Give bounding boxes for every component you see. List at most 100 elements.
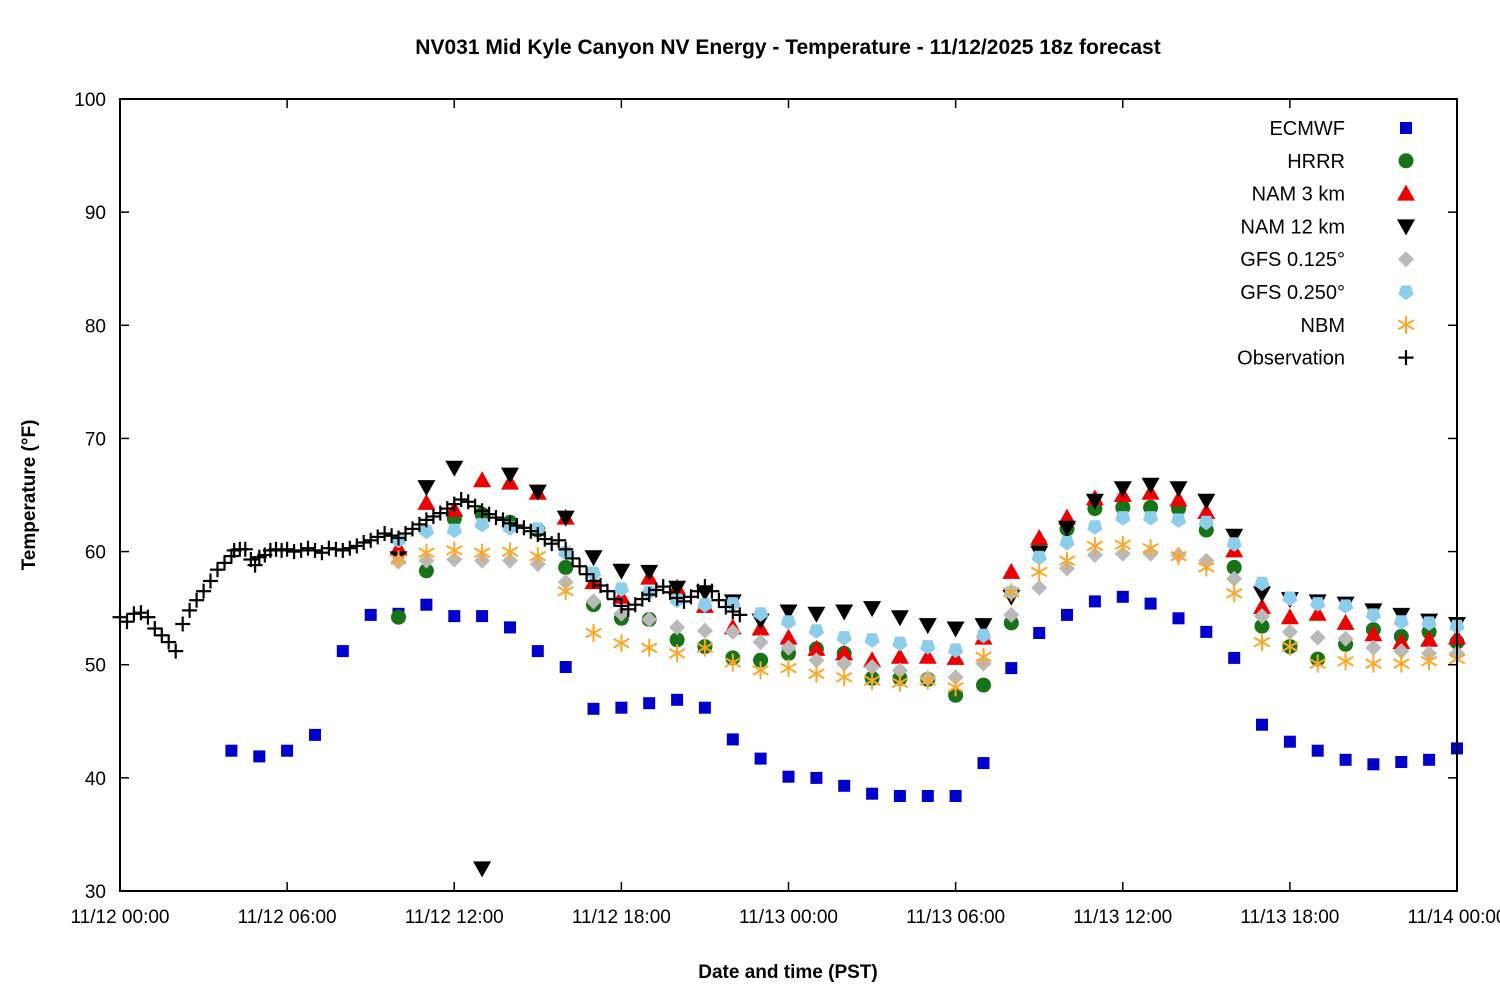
data-point-observation [572,558,588,574]
legend-label: NBM [1301,315,1345,337]
legend-label: ECMWF [1269,118,1345,140]
data-point-ecmwf [476,610,489,623]
data-point-gfs-0-125 [947,669,964,686]
data-point-ecmwf [977,757,990,770]
data-point-ecmwf [1339,753,1352,766]
data-point-nbm [947,678,964,697]
data-point-ecmwf [698,701,711,714]
data-point-gfs-0-125 [836,655,853,672]
data-point-nbm [1198,558,1215,577]
data-point-ecmwf [1088,595,1101,608]
data-point-gfs-0-250 [864,633,880,648]
x-tick-label: 11/13 06:00 [906,907,1005,928]
data-point-nbm [724,653,742,672]
data-point-nam-12-km [417,480,436,497]
data-point-observation [384,528,400,544]
data-point-observation [300,540,316,556]
data-point-observation [279,541,295,557]
pentagon-legend-icon [1398,285,1414,300]
data-point-gfs-0-250 [1393,615,1409,630]
data-point-gfs-0-250 [1282,591,1298,606]
data-point-observation [154,627,170,643]
data-point-observation [599,583,615,599]
data-point-nam-3-km [918,647,937,664]
data-point-observation [196,583,212,599]
data-point-observation [247,557,263,573]
data-point-nam-12-km [528,484,547,501]
data-point-observation [453,492,469,507]
data-point-gfs-0-250 [697,598,713,613]
data-point-ecmwf [253,750,266,763]
data-point-nam-12-km [779,604,798,621]
data-point-ecmwf [921,790,934,802]
data-point-gfs-0-125 [752,634,769,651]
data-point-gfs-0-250 [920,640,936,655]
data-point-observation [558,541,574,557]
data-point-nbm [418,543,435,562]
series-observation [112,492,748,659]
data-point-ecmwf [782,770,795,783]
data-point-gfs-0-125 [669,619,686,636]
data-point-ecmwf [1172,612,1185,625]
series-gfs-0-125 [390,545,1465,687]
data-point-nbm [446,541,463,560]
legend-item-ecmwf: ECMWF [1269,118,1412,140]
data-point-nam-3-km [1336,613,1355,630]
legend-label: NAM 12 km [1241,216,1345,238]
triangle-down-legend-icon [1397,219,1415,236]
data-point-nbm [390,550,407,569]
axis-ticks: 11/12 00:00 11/12 06:00 11/12 12:00 11/12 1… [71,90,1500,928]
data-point-observation [370,529,386,545]
data-point-nbm [975,647,992,666]
legend-label: GFS 0.125° [1240,249,1345,271]
data-point-ecmwf [1395,756,1408,768]
plot-frame [119,98,1458,892]
data-point-ecmwf [364,608,377,621]
x-axis-label: Date and time (PST) [698,962,878,983]
legend: ECMWF HRRR NAM 3 km NAM 12 km GFS 0.125° GFS … [1237,118,1415,370]
y-tick-label: 90 [85,203,106,224]
data-point-gfs-0-250 [1170,513,1187,528]
x-tick-label: 11/12 00:00 [71,907,170,928]
data-point-gfs-0-250 [418,524,434,540]
data-point-ecmwf [671,693,684,706]
circle-legend-icon [1398,153,1414,169]
data-point-ecmwf [1116,590,1129,603]
data-point-nam-3-km [1058,508,1076,525]
y-tick-label: 80 [85,316,106,337]
data-point-gfs-0-125 [1254,608,1270,625]
data-point-observation [328,541,344,557]
y-tick-label: 30 [85,882,106,903]
data-point-gfs-0-250 [1338,599,1354,614]
y-tick-label: 50 [85,656,106,677]
legend-item-nbm: NBM [1301,315,1415,337]
data-point-hrrr [976,677,991,693]
data-point-observation [140,609,156,625]
data-point-observation [147,621,163,636]
data-point-nam-3-km [779,628,798,645]
data-point-observation [363,532,379,548]
x-tick-label: 11/13 12:00 [1073,907,1172,928]
data-point-nam-3-km [1002,562,1021,579]
data-point-gfs-0-250 [1226,537,1242,552]
data-point-nam-12-km [473,861,492,878]
data-point-gfs-0-250 [975,628,992,644]
data-point-observation [565,550,581,566]
data-point-observation [210,562,225,578]
data-point-nam-12-km [807,606,826,623]
data-point-gfs-0-250 [446,523,462,539]
legend-item-nam-3-km: NAM 3 km [1252,184,1415,206]
chart-title: NV031 Mid Kyle Canyon NV Energy - Temper… [415,36,1161,59]
legend-label: GFS 0.250° [1240,282,1345,304]
data-point-nam-12-km [612,563,631,580]
data-point-nam-12-km [640,564,659,581]
data-point-nbm [1058,551,1076,570]
data-point-gfs-0-125 [891,662,908,679]
legend-item-gfs-0-250: GFS 0.250° [1240,282,1414,304]
data-point-gfs-0-250 [753,607,769,622]
legend-item-observation: Observation [1237,348,1414,370]
data-point-nbm [1393,654,1410,673]
data-point-gfs-0-250 [474,517,490,533]
data-point-observation [175,616,191,632]
